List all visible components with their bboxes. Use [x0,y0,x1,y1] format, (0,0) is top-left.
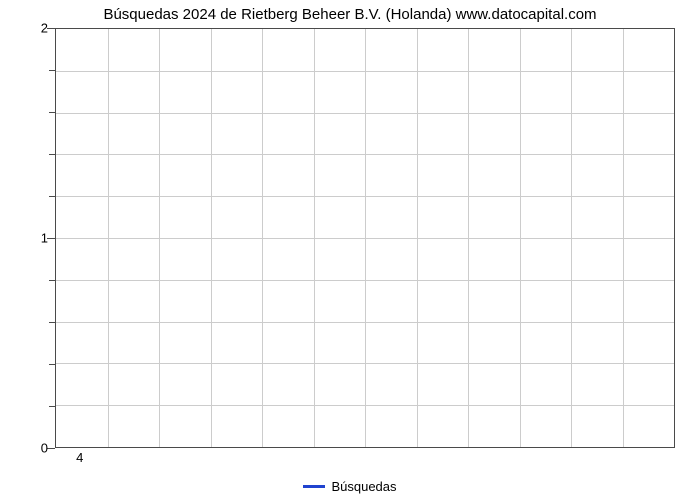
legend-item: Búsquedas [303,479,396,494]
y-tick-minor [49,70,55,71]
x-tick-label: 4 [76,450,83,465]
grid-h-line [56,196,674,197]
y-tick-minor [49,280,55,281]
grid-h-line [56,280,674,281]
plot-area [55,28,675,448]
y-tick-minor [49,154,55,155]
y-tick-label: 1 [8,231,48,246]
y-tick-minor [49,112,55,113]
y-tick-minor [49,196,55,197]
y-tick-label: 2 [8,21,48,36]
grid-h-line [56,363,674,364]
grid-h-line [56,322,674,323]
legend-swatch [303,485,325,488]
chart-title: Búsquedas 2024 de Rietberg Beheer B.V. (… [0,6,700,23]
y-tick-major [47,238,55,239]
chart-container: { "chart": { "type": "line", "title": "B… [0,0,700,500]
y-tick-minor [49,364,55,365]
legend: Búsquedas [0,475,700,494]
grid-h-line [56,113,674,114]
y-tick-minor [49,322,55,323]
legend-label: Búsquedas [331,479,396,494]
grid-h-line [56,154,674,155]
grid-h-line [56,405,674,406]
grid-h-line [56,238,674,239]
y-tick-major [47,448,55,449]
y-tick-major [47,28,55,29]
y-tick-minor [49,406,55,407]
grid-h-line [56,71,674,72]
y-tick-label: 0 [8,441,48,456]
